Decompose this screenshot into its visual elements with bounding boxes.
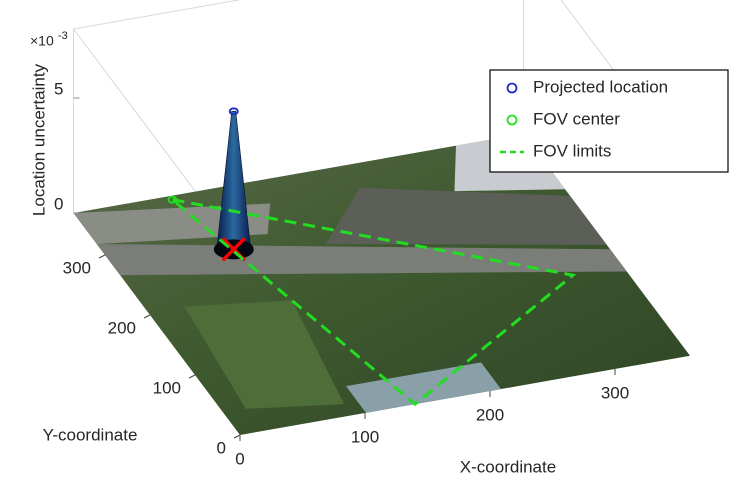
legend-label: FOV limits <box>533 141 611 160</box>
legend-label: Projected location <box>533 77 668 96</box>
z-axis-label: Location uncertainty <box>29 63 48 216</box>
x-axis-label: X-coordinate <box>460 457 556 476</box>
y-tick <box>189 375 195 378</box>
z-tick-label: 5 <box>54 79 63 98</box>
chart: 0 100 200 300 0 100 200 300 0 5 Location uncertai… <box>0 0 738 481</box>
z-tick-label: 0 <box>54 194 63 213</box>
y-tick <box>144 315 150 318</box>
axis-box-line <box>74 0 524 29</box>
y-axis-label: Y-coordinate <box>43 425 138 444</box>
x-tick-label: 100 <box>351 427 379 446</box>
y-tick-label: 0 <box>217 438 226 457</box>
y-tick-label: 300 <box>63 258 91 277</box>
uncertainty-surface <box>217 111 251 249</box>
y-tick-label: 100 <box>153 378 181 397</box>
x-tick-label: 200 <box>476 405 504 424</box>
x-tick-label: 0 <box>235 449 244 468</box>
z-multiplier-exponent: -3 <box>58 30 68 42</box>
legend-label: FOV center <box>533 109 620 128</box>
z-multiplier-base: ×10 <box>30 33 54 49</box>
x-tick-label: 300 <box>601 383 629 402</box>
y-tick <box>99 255 105 258</box>
legend: Projected location FOV center FOV limits <box>490 70 728 172</box>
y-tick <box>234 435 240 438</box>
y-tick-label: 200 <box>108 318 136 337</box>
